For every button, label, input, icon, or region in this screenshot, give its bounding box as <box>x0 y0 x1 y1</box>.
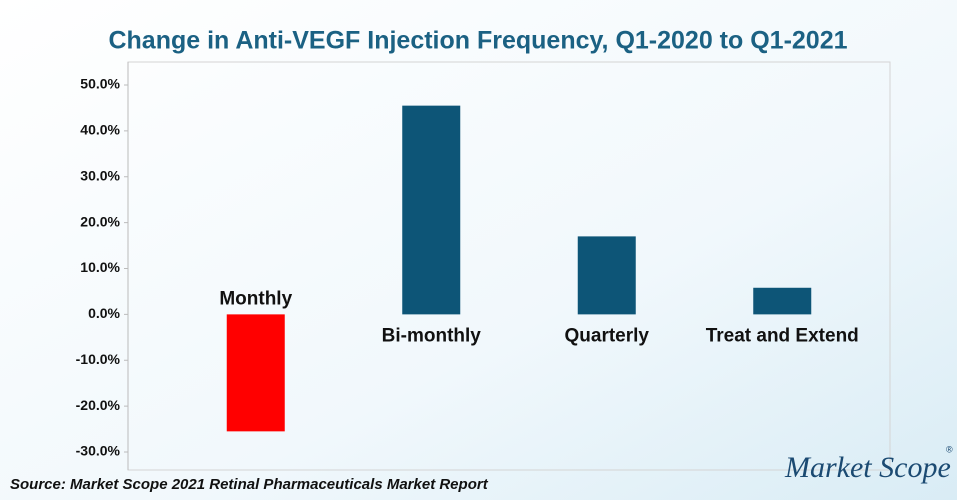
y-tick-label: 0.0% <box>88 305 120 321</box>
bar <box>402 105 461 315</box>
chart-title: Change in Anti-VEGF Injection Frequency,… <box>108 27 847 55</box>
y-tick-label: 50.0% <box>80 76 120 92</box>
y-tick-label: 20.0% <box>80 213 120 229</box>
bar <box>577 236 636 315</box>
category-label: Bi-monthly <box>382 325 482 346</box>
category-label: Quarterly <box>565 325 650 346</box>
category-label: Treat and Extend <box>706 325 859 346</box>
y-tick-label: 10.0% <box>80 259 120 275</box>
y-tick-label: 30.0% <box>80 167 120 183</box>
logo-mark: ® <box>946 444 953 454</box>
category-label: Monthly <box>219 288 292 309</box>
y-tick-label: -10.0% <box>76 351 121 367</box>
bar <box>226 314 285 432</box>
logo: Market Scope <box>784 451 951 484</box>
bar <box>753 287 812 315</box>
y-tick-label: -20.0% <box>76 397 121 413</box>
y-tick-label: 40.0% <box>80 122 120 138</box>
source-note: Source: Market Scope 2021 Retinal Pharma… <box>10 476 489 493</box>
y-tick-label: -30.0% <box>76 443 121 459</box>
